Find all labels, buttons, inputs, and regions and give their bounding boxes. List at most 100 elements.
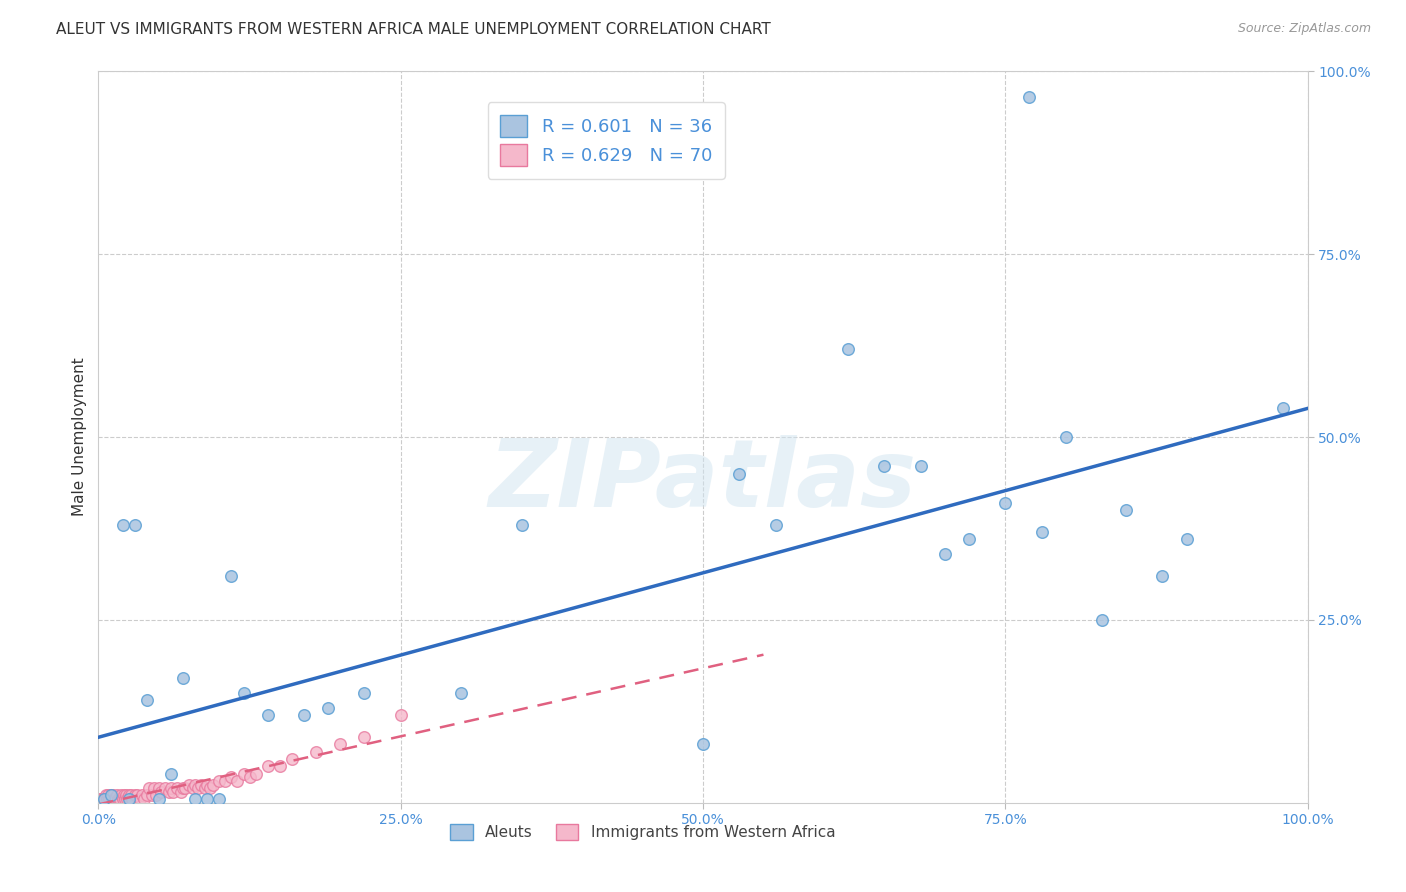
Point (910, 459, 932, 474)
Point (934, 547, 956, 561)
Point (118, 792, 141, 806)
Point (187, 781, 209, 796)
Point (179, 778, 201, 792)
Point (292, 708, 315, 723)
Point (239, 770, 262, 784)
Point (100, 789, 122, 803)
Point (118, 789, 141, 803)
Point (135, 693, 157, 707)
Point (87, 792, 110, 806)
Point (1054, 430, 1077, 444)
Point (172, 672, 194, 686)
Point (329, 737, 352, 751)
Point (184, 792, 207, 806)
Point (256, 708, 278, 723)
Point (91, 792, 114, 806)
Point (837, 343, 859, 357)
Point (97, 789, 120, 803)
Point (160, 766, 183, 780)
Point (112, 789, 135, 803)
Point (110, 789, 132, 803)
Point (226, 773, 249, 788)
Point (1031, 525, 1053, 540)
Point (389, 708, 412, 723)
Point (184, 778, 207, 792)
Point (957, 533, 980, 547)
Point (90, 792, 112, 806)
Point (198, 781, 221, 796)
Point (135, 789, 157, 803)
Point (765, 517, 787, 532)
Point (124, 789, 146, 803)
Point (214, 773, 236, 788)
Point (353, 730, 375, 744)
Point (181, 781, 204, 796)
Point (111, 517, 134, 532)
Point (108, 792, 131, 806)
Point (134, 792, 156, 806)
Point (728, 467, 751, 481)
Text: Source: ZipAtlas.com: Source: ZipAtlas.com (1237, 22, 1371, 36)
Point (281, 752, 304, 766)
Point (94, 789, 117, 803)
Point (353, 686, 375, 700)
Point (202, 778, 225, 792)
Point (232, 686, 254, 700)
Point (128, 792, 150, 806)
Point (1272, 401, 1295, 415)
Point (131, 789, 153, 803)
Point (172, 781, 194, 796)
Point (115, 789, 138, 803)
Point (194, 781, 217, 796)
Point (692, 737, 714, 751)
Point (101, 789, 124, 803)
Point (1175, 533, 1198, 547)
Point (166, 781, 188, 796)
Point (195, 792, 218, 806)
Point (138, 781, 160, 796)
Point (96, 792, 118, 806)
Point (150, 785, 173, 799)
Point (127, 789, 149, 803)
Point (108, 792, 131, 806)
Point (994, 496, 1017, 510)
Point (153, 781, 176, 796)
Point (169, 785, 191, 799)
Point (117, 792, 139, 806)
Point (208, 792, 231, 806)
Point (1091, 613, 1114, 627)
Point (105, 789, 128, 803)
Point (124, 517, 146, 532)
Point (190, 778, 212, 792)
Point (143, 781, 166, 796)
Point (120, 789, 142, 803)
Point (118, 792, 141, 806)
Point (114, 792, 136, 806)
Point (174, 781, 197, 796)
Point (1115, 503, 1137, 517)
Point (104, 792, 127, 806)
Point (162, 785, 184, 799)
Point (510, 517, 533, 532)
Point (1152, 569, 1174, 583)
Point (256, 759, 278, 773)
Point (148, 781, 170, 796)
Point (100, 792, 122, 806)
Point (111, 792, 134, 806)
Point (145, 789, 167, 803)
Legend: Aleuts, Immigrants from Western Africa: Aleuts, Immigrants from Western Africa (444, 818, 841, 847)
Point (1018, 90, 1040, 104)
Point (160, 781, 183, 796)
Point (450, 686, 472, 700)
Point (93, 792, 115, 806)
Point (195, 778, 218, 792)
Text: ALEUT VS IMMIGRANTS FROM WESTERN AFRICA MALE UNEMPLOYMENT CORRELATION CHART: ALEUT VS IMMIGRANTS FROM WESTERN AFRICA … (56, 22, 770, 37)
Point (107, 792, 129, 806)
Point (873, 459, 896, 474)
Point (245, 766, 267, 780)
Point (221, 770, 243, 784)
Point (208, 773, 231, 788)
Point (269, 759, 291, 773)
Point (98, 792, 121, 806)
Point (157, 785, 180, 799)
